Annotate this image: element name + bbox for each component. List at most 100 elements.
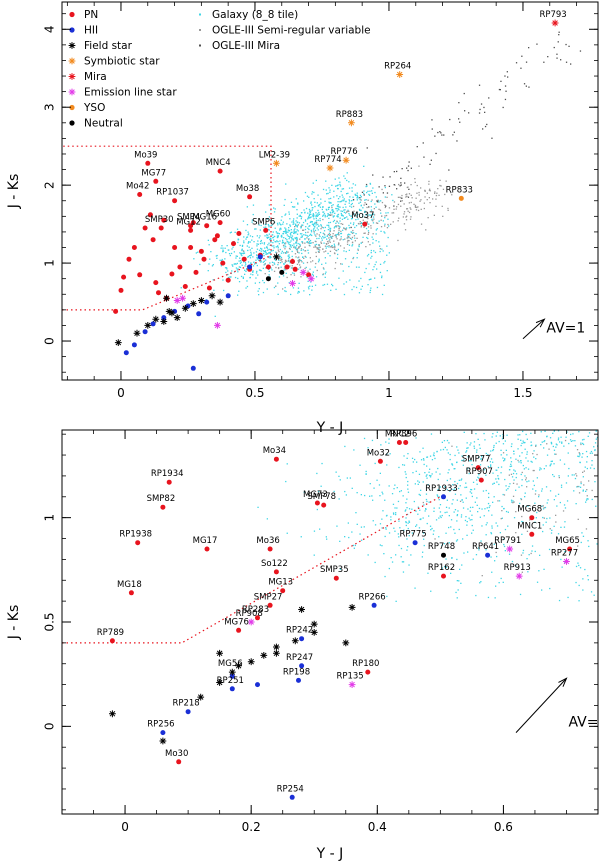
field-point <box>259 243 262 245</box>
field-point <box>340 230 342 232</box>
field-point <box>562 510 565 512</box>
field-point <box>521 533 523 535</box>
field-point <box>338 475 340 477</box>
field-point <box>405 524 407 527</box>
field-point <box>479 447 481 449</box>
field-point <box>270 237 272 239</box>
field-point <box>263 250 265 253</box>
field-point <box>470 442 472 444</box>
field-point <box>462 538 464 540</box>
field-point <box>454 468 456 470</box>
field-point <box>485 474 487 476</box>
field-point <box>332 212 334 214</box>
field-point <box>289 236 291 238</box>
field-point <box>519 593 522 596</box>
field-point <box>241 249 243 251</box>
field-point <box>392 212 395 214</box>
field-point <box>511 443 513 445</box>
field-point <box>285 232 287 234</box>
field-point <box>557 533 560 535</box>
field-point <box>244 262 247 264</box>
field-point <box>256 264 258 267</box>
point-hii <box>150 321 156 327</box>
field-point <box>367 253 370 256</box>
field-point <box>272 237 274 239</box>
point-field-star <box>310 629 318 636</box>
field-point <box>450 572 452 574</box>
field-point <box>342 196 344 198</box>
field-point <box>344 177 346 180</box>
field-point <box>524 492 526 494</box>
field-point <box>463 459 465 461</box>
field-point <box>526 451 528 453</box>
field-point <box>228 249 230 251</box>
field-point <box>280 219 282 221</box>
point-emission-line-star <box>307 275 315 283</box>
field-point <box>483 515 485 517</box>
field-point <box>302 229 304 231</box>
field-point <box>224 267 227 269</box>
field-point <box>577 485 579 488</box>
field-point <box>278 254 281 256</box>
field-point <box>384 185 386 187</box>
field-point <box>289 262 291 264</box>
field-point <box>301 261 303 263</box>
field-point <box>315 216 317 218</box>
field-point <box>471 532 473 534</box>
object-label: RP277 <box>551 549 578 559</box>
field-point <box>549 437 552 439</box>
point-pn <box>169 271 175 277</box>
field-point <box>327 228 329 231</box>
field-point <box>375 261 377 263</box>
field-point <box>353 286 355 288</box>
field-point <box>282 241 285 244</box>
field-point <box>582 453 584 455</box>
field-point <box>372 499 374 501</box>
field-point <box>314 201 316 203</box>
field-point <box>397 203 400 206</box>
field-point <box>284 286 286 289</box>
field-point <box>461 455 463 457</box>
field-point <box>400 490 402 492</box>
field-point <box>307 286 310 288</box>
field-point <box>427 572 429 574</box>
field-point <box>551 460 553 462</box>
field-point <box>233 263 235 265</box>
field-point <box>348 224 350 227</box>
field-point <box>531 461 533 463</box>
field-point <box>337 216 339 218</box>
field-point <box>281 242 283 244</box>
point-pn <box>156 290 161 296</box>
field-point <box>308 208 311 211</box>
legend-hii-marker <box>69 27 75 33</box>
point-hii <box>185 709 191 715</box>
field-point <box>312 216 315 218</box>
field-point <box>288 211 290 213</box>
field-point <box>457 589 459 591</box>
field-point <box>240 260 242 262</box>
field-point <box>246 245 248 247</box>
field-point <box>585 528 588 530</box>
field-point <box>317 219 319 221</box>
field-point <box>268 204 270 206</box>
field-point <box>526 530 529 532</box>
field-point <box>418 473 421 475</box>
field-point <box>427 217 429 219</box>
field-point <box>364 199 366 201</box>
field-point <box>349 237 352 239</box>
field-point <box>282 241 284 243</box>
field-point <box>225 267 228 269</box>
field-point <box>250 263 252 265</box>
field-point <box>291 236 293 239</box>
field-point <box>234 276 237 279</box>
field-point <box>502 581 504 583</box>
field-point <box>406 507 408 509</box>
field-point <box>466 524 468 526</box>
field-point <box>540 444 542 446</box>
field-point <box>479 464 482 466</box>
field-point <box>345 250 347 253</box>
point-hii <box>196 311 202 317</box>
field-point <box>268 226 270 228</box>
legend-field-star: Field star <box>68 40 133 52</box>
object-label: MG60 <box>206 210 231 220</box>
